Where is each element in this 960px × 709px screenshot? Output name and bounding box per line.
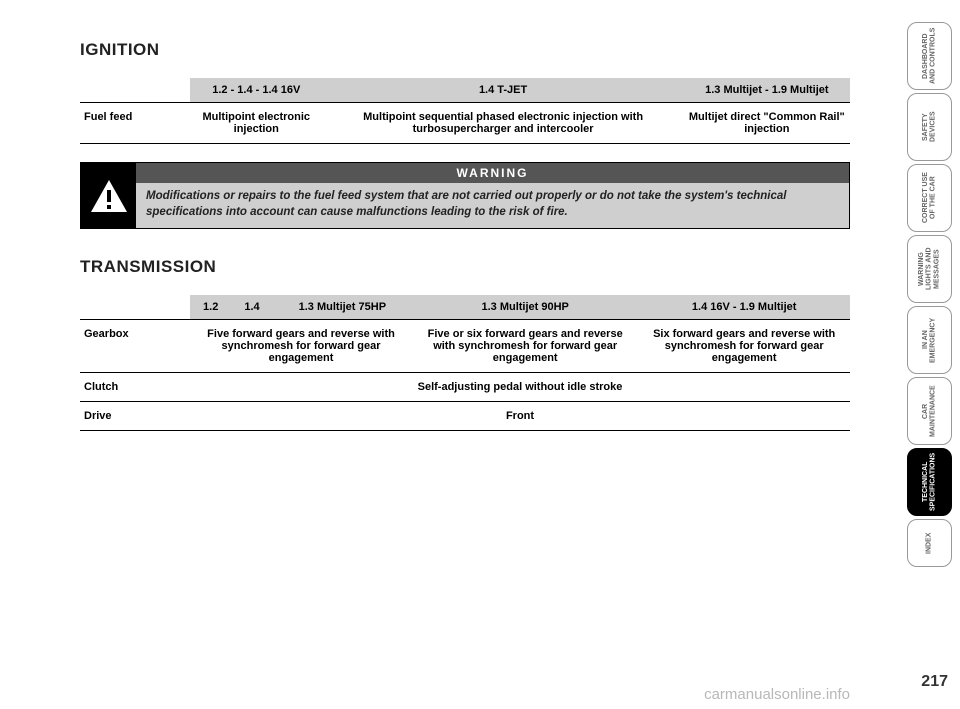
table-row: ClutchSelf-adjusting pedal without idle … (80, 373, 850, 402)
table-header: 1.4 16V - 1.9 Multijet (638, 295, 850, 320)
ignition-table: 1.2 - 1.4 - 1.4 16V 1.4 T-JET 1.3 Multij… (80, 78, 850, 144)
table-header: 1.4 (231, 295, 272, 320)
table-cell: Six forward gears and reverse with synch… (638, 320, 850, 373)
warning-text: Modifications or repairs to the fuel fee… (136, 183, 849, 228)
table-row: Fuel feed Multipoint electronic injectio… (80, 103, 850, 144)
table-header: 1.3 Multijet 75HP (273, 295, 412, 320)
table-cell: Front (190, 402, 850, 431)
warning-box: WARNING Modifications or repairs to the … (80, 162, 850, 229)
table-cell: Five forward gears and reverse with sync… (190, 320, 412, 373)
page-content: IGNITION 1.2 - 1.4 - 1.4 16V 1.4 T-JET 1… (80, 40, 850, 680)
side-tab[interactable]: IN AN EMERGENCY (907, 306, 952, 374)
table-header: 1.2 - 1.4 - 1.4 16V (190, 78, 323, 103)
side-tab[interactable]: CAR MAINTENANCE (907, 377, 952, 445)
side-tab[interactable]: DASHBOARD AND CONTROLS (907, 22, 952, 90)
side-tab[interactable]: CORRECT USE OF THE CAR (907, 164, 952, 232)
side-tab[interactable]: WARNING LIGHTS AND MESSAGES (907, 235, 952, 303)
warning-header: WARNING (136, 163, 849, 183)
table-header: 1.4 T-JET (323, 78, 684, 103)
table-row: GearboxFive forward gears and reverse wi… (80, 320, 850, 373)
table-header: 1.3 Multijet 90HP (412, 295, 638, 320)
row-label: Fuel feed (80, 103, 190, 144)
table-header: 1.2 (190, 295, 231, 320)
side-tab[interactable]: SAFETY DEVICES (907, 93, 952, 161)
warning-triangle-icon (81, 163, 136, 228)
side-tabs: DASHBOARD AND CONTROLSSAFETY DEVICESCORR… (907, 22, 952, 567)
page-number: 217 (921, 673, 948, 691)
table-cell: Self-adjusting pedal without idle stroke (190, 373, 850, 402)
table-cell: Multijet direct "Common Rail" injection (684, 103, 850, 144)
transmission-table: 1.2 1.4 1.3 Multijet 75HP 1.3 Multijet 9… (80, 295, 850, 431)
watermark: carmanualsonline.info (704, 686, 850, 703)
table-header-empty (80, 295, 190, 320)
ignition-title: IGNITION (80, 40, 850, 60)
warning-body: WARNING Modifications or repairs to the … (136, 163, 849, 228)
row-label: Clutch (80, 373, 190, 402)
table-cell: Five or six forward gears and reverse wi… (412, 320, 638, 373)
side-tab[interactable]: TECHNICAL SPECIFICATIONS (907, 448, 952, 516)
transmission-title: TRANSMISSION (80, 257, 850, 277)
table-header: 1.3 Multijet - 1.9 Multijet (684, 78, 850, 103)
row-label: Gearbox (80, 320, 190, 373)
table-header-empty (80, 78, 190, 103)
side-tab[interactable]: INDEX (907, 519, 952, 567)
table-row: DriveFront (80, 402, 850, 431)
table-cell: Multipoint electronic injection (190, 103, 323, 144)
table-cell: Multipoint sequential phased electronic … (323, 103, 684, 144)
row-label: Drive (80, 402, 190, 431)
